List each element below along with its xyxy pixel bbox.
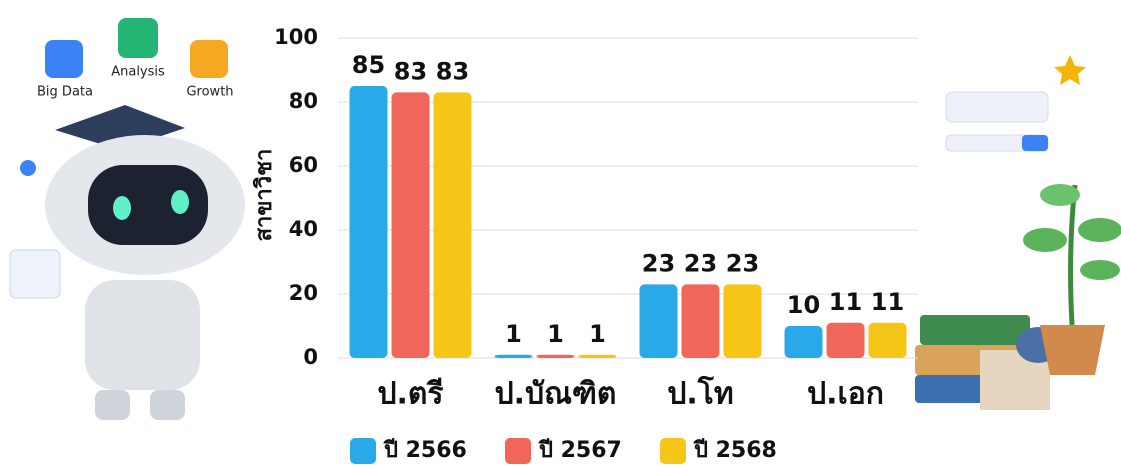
legend-label: ปี 2566 [383,438,467,463]
x-tick-label: ป.โท [667,375,733,412]
value-label: 23 [684,249,717,277]
page: Big Data Analysis Growth สาขาวิชา 0 20 40 6… [0,0,1121,466]
value-label: 11 [829,288,862,316]
legend-swatch [350,438,376,464]
book [920,315,1030,345]
value-label: 1 [505,320,522,348]
y-tick-label: 60 [289,153,318,177]
y-tick-label: 40 [289,217,318,241]
leaf [1023,228,1067,252]
bar [785,326,823,358]
robot-leg [95,390,130,420]
star [1054,55,1086,85]
robot-eye [113,196,131,220]
x-tick-label: ป.ตรี [377,377,443,412]
value-label: 1 [589,320,606,348]
y-tick-label: 20 [289,281,318,305]
icon [45,40,83,78]
bar [495,355,533,358]
dot [20,160,36,176]
legend-label: ปี 2568 [693,438,777,463]
y-tick-label: 100 [274,25,318,49]
x-tick-label: ป.บัณฑิต [495,377,617,412]
search-card [946,92,1048,122]
plant-stem [1071,185,1075,325]
bar [350,86,388,358]
robot-leg [150,390,185,420]
robot-body [85,280,200,390]
pot [1040,325,1105,375]
decoration-left: Big Data Analysis Growth [10,18,245,420]
decoration-right [915,55,1121,410]
bar [682,284,720,358]
icon [118,18,158,58]
bar [537,355,575,358]
bar [724,284,762,358]
search-button [1022,135,1048,151]
leaf [1078,218,1121,242]
y-tick-label: 80 [289,89,318,113]
icon-label: Analysis [111,65,165,80]
value-label: 83 [436,57,469,85]
chat-card [10,250,60,298]
value-label: 10 [787,291,820,319]
legend-swatch [660,438,686,464]
leaf [1040,184,1080,206]
value-label: 83 [394,57,427,85]
icon-label: Big Data [37,85,93,100]
bar [434,92,472,358]
chart: Big Data Analysis Growth สาขาวิชา 0 20 40 6… [0,0,1121,466]
value-label: 85 [352,51,385,79]
value-label: 11 [871,288,904,316]
value-label: 1 [547,320,564,348]
bar [869,323,907,358]
robot-face [88,165,208,245]
bar [579,355,617,358]
legend-swatch [505,438,531,464]
bar [392,92,430,358]
leaf [1080,260,1120,280]
y-axis-label: สาขาวิชา [252,149,277,242]
legend-label: ปี 2567 [538,438,622,463]
y-tick-label: 0 [303,345,318,369]
value-label: 23 [642,249,675,277]
bar [640,284,678,358]
icon-label: Growth [186,85,233,100]
value-label: 23 [726,249,759,277]
x-tick-label: ป.เอก [807,377,884,412]
robot-eye [171,190,189,214]
icon [190,40,228,78]
bar [827,323,865,358]
